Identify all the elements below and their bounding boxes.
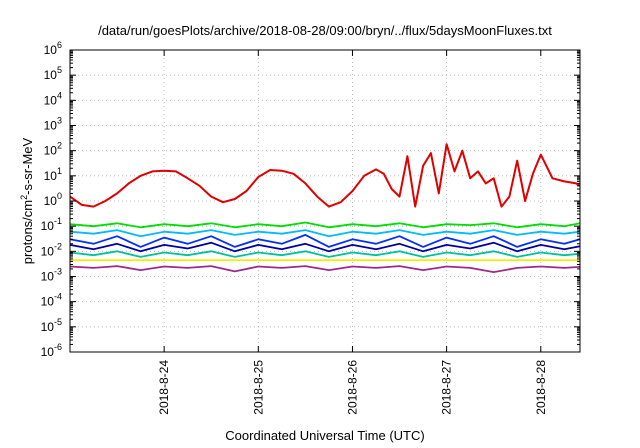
y-tick-label: 102 (44, 141, 62, 158)
y-tick-label: 104 (44, 90, 62, 107)
y-tick-label: 105 (44, 65, 62, 82)
x-tick-label: 2018-8-26 (345, 360, 359, 415)
x-axis-label: Coordinated Universal Time (UTC) (225, 428, 424, 443)
y-tick-label: 10-5 (41, 317, 62, 334)
series-line-5 (69, 250, 581, 258)
series-line-2 (69, 229, 581, 238)
y-tick-label: 103 (44, 116, 62, 133)
y-tick-label: 100 (44, 191, 62, 208)
y-tick-label: 106 (44, 40, 62, 57)
series-line-4 (69, 241, 581, 253)
x-tick-label: 2018-8-28 (534, 360, 548, 415)
y-axis-label: protons/cm2-s-sr-MeV (19, 137, 35, 264)
chart-title: /data/run/goesPlots/archive/2018-08-28/0… (98, 23, 552, 38)
series-line-3 (69, 234, 581, 248)
x-tick-label: 2018-8-27 (440, 360, 454, 415)
series-line-1 (69, 221, 581, 229)
y-tick-label: 10-2 (41, 241, 62, 258)
x-tick-label: 2018-8-25 (251, 360, 265, 415)
y-tick-label: 10-6 (41, 342, 62, 359)
x-axis-ticks: 2018-8-24 2018-8-25 2018-8-26 2018-8-27 2018… (157, 50, 548, 415)
y-tick-label: 10-3 (41, 267, 62, 284)
y-tick-label: 10-1 (41, 216, 62, 233)
series-line-7 (69, 265, 581, 273)
y-tick-label: 101 (44, 166, 62, 183)
x-tick-label: 2018-8-24 (157, 360, 171, 415)
grid-lines (70, 50, 580, 352)
y-axis-ticks: 106 105 104 103 102 101 100 10-1 10-2 10-3 10-4 10-… (41, 40, 580, 359)
series-line-0 (69, 143, 581, 208)
y-tick-label: 10-4 (41, 292, 62, 309)
data-series (69, 143, 581, 273)
